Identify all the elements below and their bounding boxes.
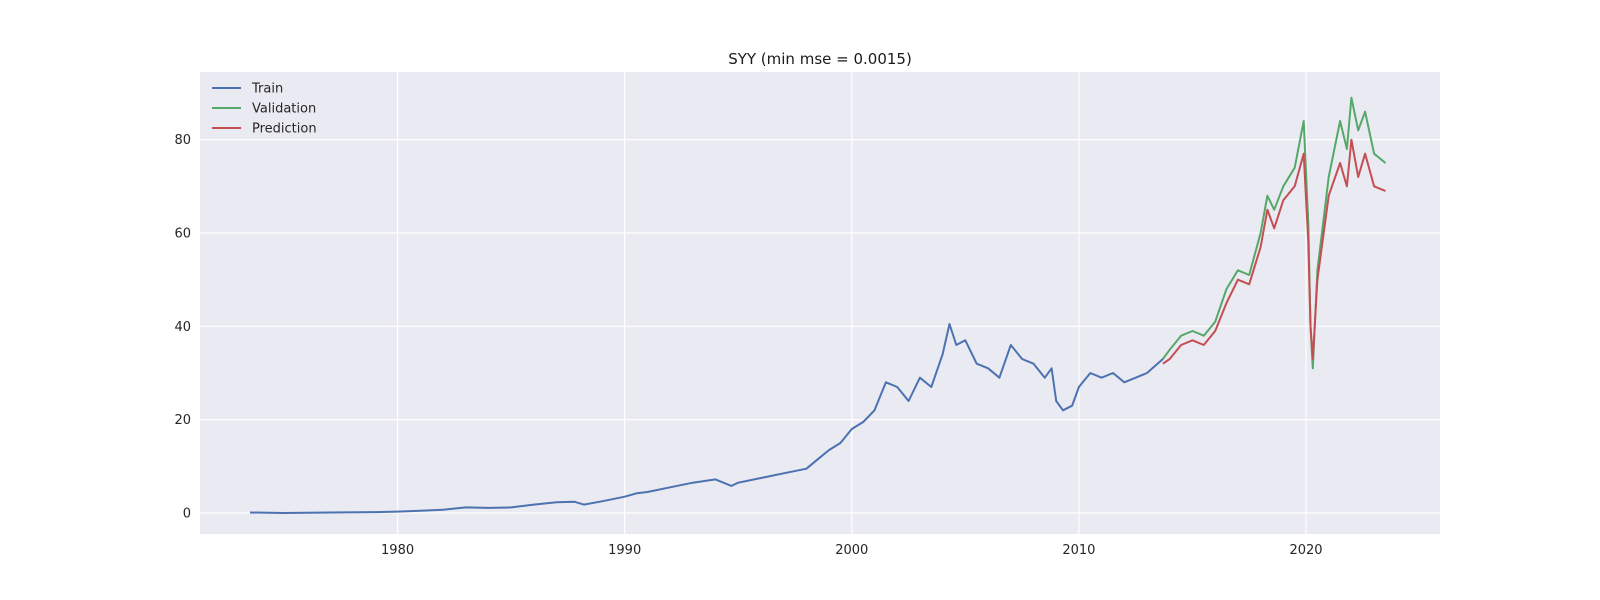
legend-label-validation: Validation	[252, 102, 316, 117]
series-line-prediction	[1162, 138, 1386, 365]
y-tick-labels: 0 20 40 60 80	[174, 133, 191, 521]
chart-title: SYY (min mse = 0.0015)	[728, 50, 912, 68]
plot-background	[200, 72, 1440, 534]
x-tick-label: 2020	[1289, 543, 1322, 558]
x-tick-label: 1990	[608, 543, 641, 558]
series-line-train	[249, 323, 1164, 514]
legend-label-train: Train	[251, 82, 283, 97]
legend-label-prediction: Prediction	[252, 122, 317, 137]
x-tick-label: 2000	[835, 543, 868, 558]
x-tick-labels: 1980 1990 2000 2010 2020	[381, 543, 1323, 558]
legend: Train Validation Prediction	[212, 82, 317, 137]
y-tick-label: 60	[174, 227, 191, 242]
y-tick-label: 0	[183, 507, 191, 522]
y-tick-label: 20	[174, 413, 191, 428]
y-tick-label: 80	[174, 133, 191, 148]
grid-lines	[200, 72, 1440, 534]
x-tick-label: 1980	[381, 543, 414, 558]
x-tick-label: 2010	[1062, 543, 1095, 558]
series-lines	[249, 96, 1387, 514]
y-tick-label: 40	[174, 320, 191, 335]
series-line-validation	[1162, 96, 1387, 370]
